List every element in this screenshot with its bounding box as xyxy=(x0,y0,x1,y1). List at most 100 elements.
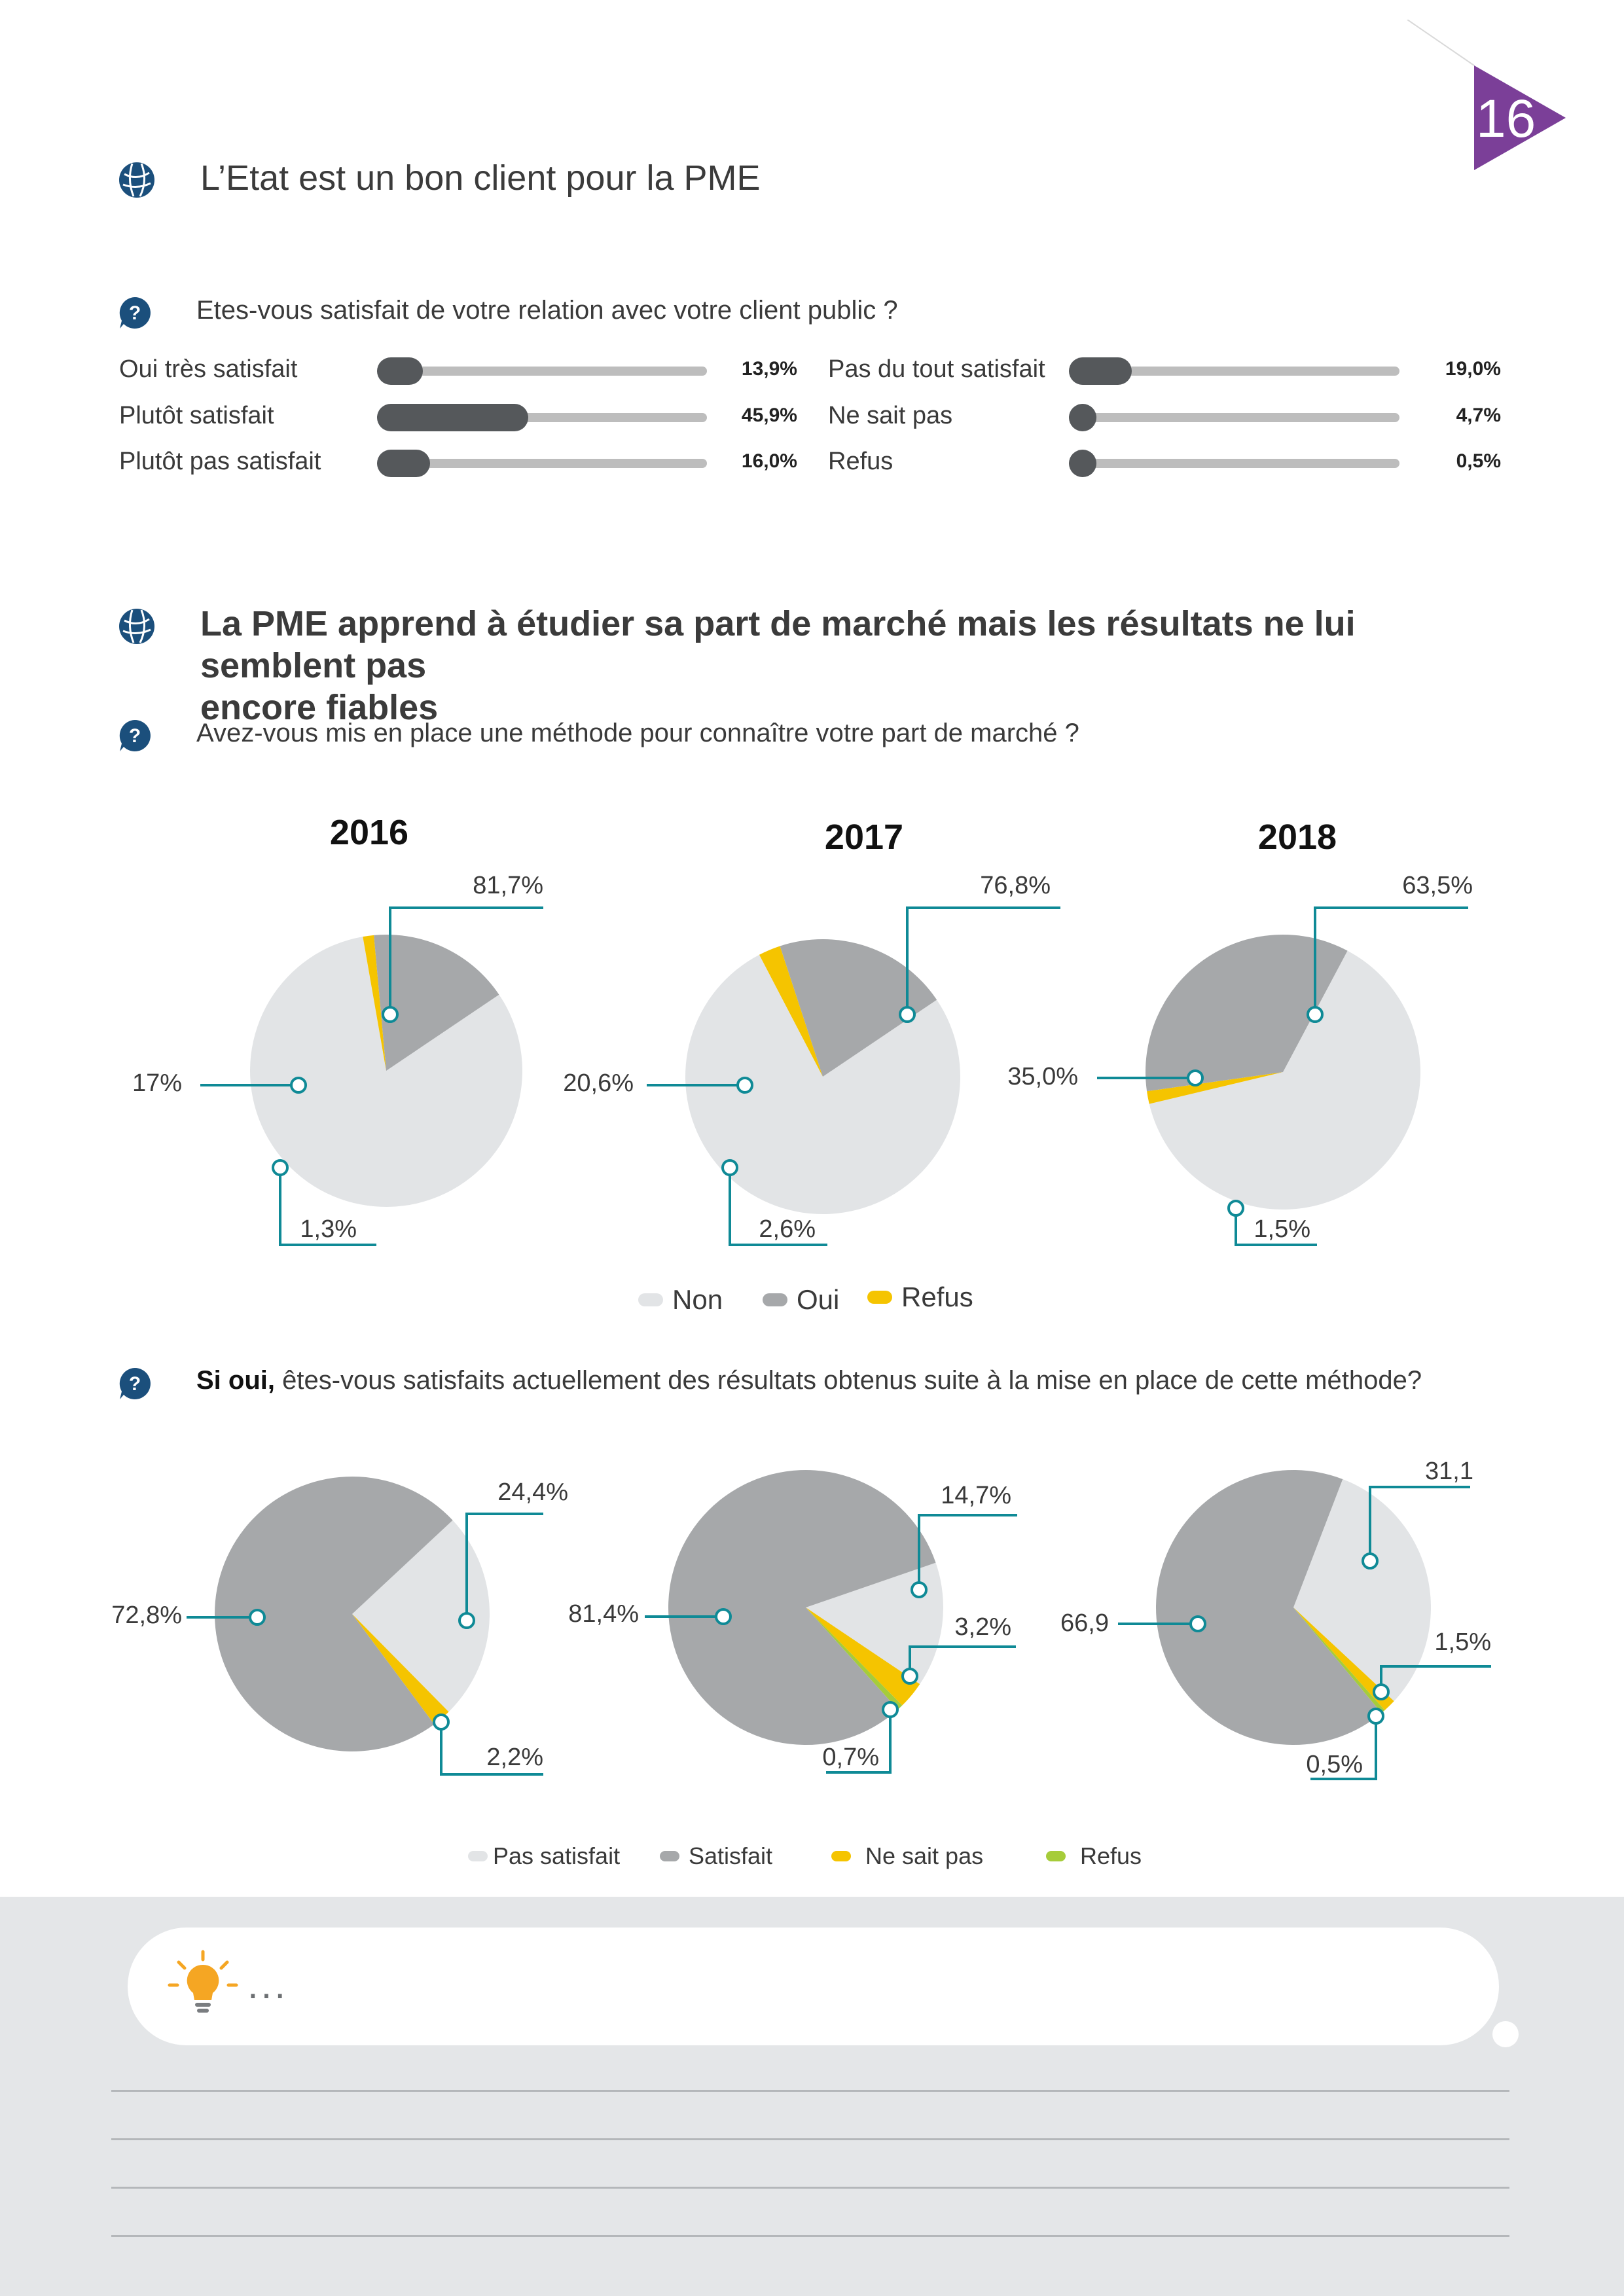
pie-value-label: 1,5% xyxy=(1254,1215,1310,1243)
legend-oui-swatch xyxy=(763,1293,787,1306)
leader-line xyxy=(729,1168,827,1246)
bar-label: Pas du tout satisfait xyxy=(828,355,1045,383)
bar-fill xyxy=(1069,404,1096,431)
pie-slice-ne-sait-pas xyxy=(1293,1607,1394,1710)
bar-label: Plutôt pas satisfait xyxy=(119,448,321,475)
market-share-pie-charts: 2016 81,7% 17% 1,3% 2017 76,8% 20,6% 2,6% 2018 63… xyxy=(111,813,1491,1780)
leader-dot xyxy=(290,1077,307,1094)
legend-satisfait-label: Satisfait xyxy=(689,1842,773,1869)
leader-dot xyxy=(901,1668,918,1685)
note-ellipsis: ... xyxy=(247,1963,289,2007)
pie-year-label: 2018 xyxy=(1258,817,1337,857)
page-triangle xyxy=(1474,65,1566,170)
leader-line xyxy=(465,1513,543,1621)
leader-dot xyxy=(1187,1069,1204,1086)
bar-fill xyxy=(1069,450,1096,477)
pie-slice-satisfait xyxy=(1156,1469,1382,1745)
leader-dot xyxy=(1373,1683,1390,1700)
section2-question2: Si oui, êtes-vous satisfaits actuellemen… xyxy=(196,1366,1422,1395)
bar-value: 13,9% xyxy=(741,358,797,380)
pie-value-label: 76,8% xyxy=(980,872,1051,899)
pie-slice-non xyxy=(1149,950,1421,1210)
leader-dot xyxy=(249,1609,266,1626)
leader-dot xyxy=(899,1006,916,1023)
section1-title: L’Etat est un bon client pour la PME xyxy=(200,158,761,198)
leader-dot xyxy=(382,1006,399,1023)
pie-slice-refus xyxy=(1293,1607,1385,1713)
bar-label: Plutôt satisfait xyxy=(119,402,274,429)
legend-non-swatch xyxy=(638,1293,663,1306)
question-icon: ? xyxy=(119,1368,151,1399)
note-line xyxy=(111,2187,1509,2189)
pie-chart-5: 14,7% 81,4% 3,2% 0,7% xyxy=(568,1470,1017,1774)
leader-dot xyxy=(715,1608,732,1625)
leader-dot xyxy=(882,1701,899,1718)
legend-ne-sait-pas-swatch xyxy=(831,1851,851,1861)
leader-dot xyxy=(433,1713,450,1731)
globe-icon xyxy=(119,162,154,198)
section2-title-line1: La PME apprend à étudier sa part de marc… xyxy=(200,604,1356,685)
pie-value-label: 35,0% xyxy=(1007,1063,1078,1090)
page-number: 16 xyxy=(1476,89,1536,149)
pie-slice-refus xyxy=(1147,1072,1283,1104)
svg-text:?: ? xyxy=(129,302,141,324)
pie-slice-non xyxy=(250,937,522,1207)
pie-value-label: 81,4% xyxy=(568,1600,639,1628)
pie-slice-ne-sait-pas xyxy=(806,1607,920,1706)
pie-slice-pas-satisfait xyxy=(352,1520,490,1712)
legend-refus2: Refus xyxy=(1046,1842,1142,1870)
bar-track xyxy=(1069,367,1399,376)
globe-icon xyxy=(119,609,154,644)
pie-value-label: 2,2% xyxy=(486,1744,543,1771)
svg-text:?: ? xyxy=(129,725,141,747)
pie-value-label: 17% xyxy=(132,1069,182,1097)
pie-value-label: 66,9 xyxy=(1060,1609,1109,1637)
leader-dot xyxy=(721,1159,738,1176)
leader-dot xyxy=(458,1612,475,1629)
pie-value-label: 24,4% xyxy=(497,1479,568,1506)
legend-pas-satisfait: Pas satisfait xyxy=(468,1842,620,1870)
bar-fill xyxy=(377,357,424,385)
pie-chart-2: 2017 76,8% 20,6% 2,6% xyxy=(563,817,1060,1246)
pie-slice-oui xyxy=(1145,935,1348,1092)
leader-dot xyxy=(736,1077,753,1094)
note-bubble-tail xyxy=(1492,2021,1519,2047)
question2-bold: Si oui, xyxy=(196,1366,275,1395)
bar-track xyxy=(1069,459,1399,468)
leader-dot xyxy=(1189,1615,1206,1632)
pie-slice-ne-sait-pas xyxy=(352,1614,449,1725)
pie-slice-refus xyxy=(806,1607,903,1710)
pie-slice-refus xyxy=(759,946,823,1077)
legend-pas-satisfait-label: Pas satisfait xyxy=(493,1842,621,1869)
note-line xyxy=(111,2090,1509,2092)
bar-label: Ne sait pas xyxy=(828,402,953,429)
pie-slice-oui xyxy=(374,935,499,1071)
bar-value: 19,0% xyxy=(1445,358,1501,380)
section2-question1: Avez-vous mis en place une méthode pour … xyxy=(196,719,1079,747)
pie-chart-3: 2018 63,5% 35,0% 1,5% xyxy=(1007,817,1473,1246)
legend-satisfait: Satisfait xyxy=(660,1842,772,1870)
bar-track xyxy=(1069,413,1399,422)
pie-chart-1: 2016 81,7% 17% 1,3% xyxy=(132,813,543,1246)
leader-line xyxy=(1369,1486,1470,1561)
leader-line xyxy=(389,906,543,1014)
legend-refus-swatch xyxy=(867,1291,892,1304)
pie-value-label: 0,7% xyxy=(822,1744,879,1771)
section2-title: La PME apprend à étudier sa part de marc… xyxy=(200,603,1516,728)
section2-title-line2: encore fiables xyxy=(200,688,439,727)
lightbulb-icon xyxy=(168,1950,238,2013)
legend-oui-label: Oui xyxy=(797,1284,840,1315)
bar-fill xyxy=(1069,357,1132,385)
leader-line xyxy=(279,1168,376,1246)
pie-slice-non xyxy=(685,954,961,1215)
note-line xyxy=(111,2235,1509,2237)
question2-rest: êtes-vous satisfaits actuellement des ré… xyxy=(275,1366,1422,1395)
page-number-badge xyxy=(1407,20,1566,170)
pie-value-label: 72,8% xyxy=(111,1602,182,1629)
pie-value-label: 63,5% xyxy=(1402,872,1473,899)
leader-dot xyxy=(1362,1552,1379,1570)
pie-value-label: 0,5% xyxy=(1306,1751,1363,1778)
bar-track xyxy=(377,367,707,376)
bar-value: 16,0% xyxy=(741,450,797,472)
question-icon: ? xyxy=(119,297,151,329)
